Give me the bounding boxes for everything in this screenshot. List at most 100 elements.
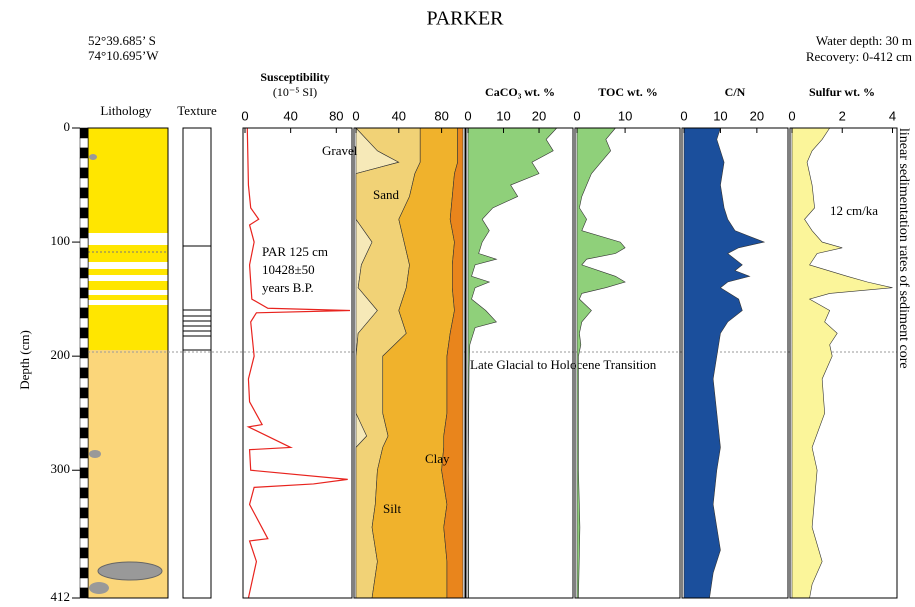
y-tick-label: 300 bbox=[51, 461, 71, 476]
scale-segment bbox=[79, 177, 89, 189]
x-tick-label: 40 bbox=[283, 108, 297, 123]
depth-axis-title: Depth (cm) bbox=[17, 330, 32, 390]
annotation: Gravel bbox=[322, 143, 358, 158]
panel-frame bbox=[465, 127, 574, 599]
panel-title: TOC wt. % bbox=[598, 85, 657, 99]
scale-segment bbox=[79, 587, 89, 599]
scale-segment bbox=[79, 337, 89, 349]
x-tick-label: 10 bbox=[618, 108, 632, 123]
panel-title: C/N bbox=[725, 85, 746, 99]
scale-segment bbox=[79, 317, 89, 329]
scale-segment bbox=[79, 477, 89, 489]
latitude: 52°39.685’ S bbox=[88, 33, 156, 48]
x-tick-label: 0 bbox=[680, 108, 687, 123]
annotation: Sand bbox=[373, 187, 400, 202]
x-tick-label: 2 bbox=[839, 108, 846, 123]
panel-title: Susceptibility bbox=[260, 70, 329, 84]
profile-area bbox=[576, 127, 626, 599]
annotation: Clay bbox=[425, 451, 450, 466]
panel-subtitle: (10⁻⁵ SI) bbox=[273, 85, 317, 99]
scale-segment bbox=[79, 387, 89, 399]
x-tick-label: 0 bbox=[788, 108, 795, 123]
panel-frame bbox=[574, 127, 681, 599]
scale-segment bbox=[79, 567, 89, 579]
scale-segment bbox=[79, 127, 89, 139]
scale-segment bbox=[79, 467, 89, 479]
scale-segment bbox=[79, 367, 89, 379]
scale-segment bbox=[79, 427, 89, 439]
scale-segment bbox=[79, 397, 89, 409]
scale-segment bbox=[79, 217, 89, 229]
panel-title: Sulfur wt. % bbox=[809, 85, 875, 99]
y-tick-label: 100 bbox=[51, 233, 71, 248]
y-tick-label: 0 bbox=[64, 119, 71, 134]
annotation: years B.P. bbox=[262, 280, 314, 295]
scale-segment bbox=[79, 487, 89, 499]
x-tick-label: 4 bbox=[889, 108, 896, 123]
panel-frame bbox=[353, 127, 466, 599]
panel-frame bbox=[242, 127, 353, 599]
x-tick-label: 10 bbox=[496, 108, 510, 123]
scale-segment bbox=[79, 307, 89, 319]
scale-segment bbox=[79, 327, 89, 339]
x-tick-label: 0 bbox=[464, 108, 471, 123]
x-tick-label: 20 bbox=[532, 108, 546, 123]
panel-frame bbox=[789, 127, 898, 599]
y-tick-label: 200 bbox=[51, 347, 71, 362]
scale-segment bbox=[79, 287, 89, 299]
scale-segment bbox=[79, 157, 89, 169]
panel-title: CaCO₃ wt. % bbox=[485, 85, 555, 99]
scale-segment bbox=[79, 547, 89, 559]
scale-segment bbox=[79, 527, 89, 539]
texture-column bbox=[182, 127, 212, 599]
lithology-column bbox=[87, 127, 169, 599]
longitude: 74°10.695’W bbox=[88, 48, 159, 63]
scale-segment bbox=[79, 187, 89, 199]
lithology-label: Lithology bbox=[100, 103, 152, 118]
scale-segment bbox=[79, 267, 89, 279]
figure-title: PARKER bbox=[426, 8, 504, 30]
scale-segment bbox=[79, 517, 89, 529]
texture-label: Texture bbox=[177, 103, 217, 118]
scale-segment bbox=[79, 247, 89, 259]
scale-segment bbox=[79, 197, 89, 209]
scale-segment bbox=[79, 457, 89, 469]
scale-segment bbox=[79, 357, 89, 369]
scale-segment bbox=[79, 507, 89, 519]
scale-segment bbox=[79, 377, 89, 389]
scale-segment bbox=[79, 167, 89, 179]
profile-area bbox=[791, 127, 893, 599]
scale-segment bbox=[79, 537, 89, 549]
scale-segment bbox=[79, 497, 89, 509]
annotation: Silt bbox=[383, 501, 401, 516]
scale-segment bbox=[79, 447, 89, 459]
scale-segment bbox=[79, 207, 89, 219]
scale-segment bbox=[79, 407, 89, 419]
x-tick-label: 10 bbox=[713, 108, 727, 123]
x-tick-label: 20 bbox=[750, 108, 764, 123]
scale-segment bbox=[79, 347, 89, 359]
annotation: Late Glacial to Holocene Transition bbox=[470, 357, 657, 372]
x-tick-label: 0 bbox=[241, 108, 248, 123]
scale-segment bbox=[79, 437, 89, 449]
susceptibility-line bbox=[246, 127, 351, 599]
scale-segment bbox=[79, 417, 89, 429]
side-note: linear sedimentation rates of sediment c… bbox=[896, 128, 911, 369]
scale-segment bbox=[79, 297, 89, 309]
x-tick-label: 0 bbox=[352, 108, 359, 123]
annotation: 10428±50 bbox=[262, 262, 315, 277]
scale-segment bbox=[79, 237, 89, 249]
panel-frame bbox=[681, 127, 789, 599]
profile-area bbox=[683, 127, 766, 599]
depth-scale-bar bbox=[79, 127, 89, 599]
y-tick-label: 412 bbox=[51, 589, 71, 604]
scale-segment bbox=[79, 227, 89, 239]
x-tick-label: 0 bbox=[573, 108, 580, 123]
scale-segment bbox=[79, 277, 89, 289]
water-depth: Water depth: 30 m bbox=[816, 33, 912, 48]
scale-segment bbox=[79, 147, 89, 159]
annotation: PAR 125 cm bbox=[262, 244, 328, 259]
scale-segment bbox=[79, 137, 89, 149]
x-tick-label: 40 bbox=[392, 108, 406, 123]
